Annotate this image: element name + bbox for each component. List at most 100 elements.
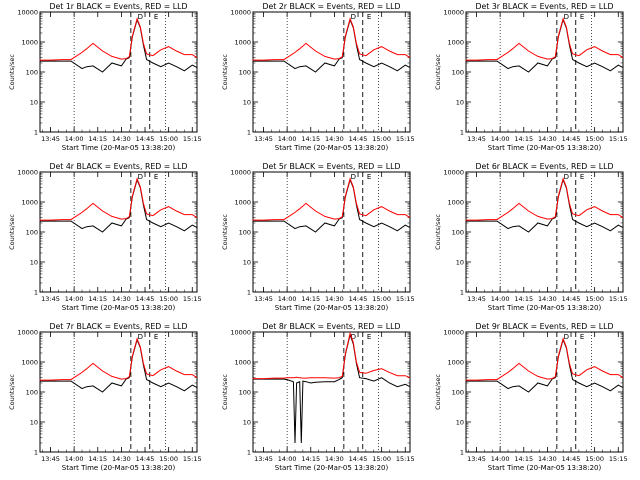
- x-tick-label: 14:15: [514, 295, 533, 303]
- y-tick-label: 100: [239, 389, 251, 397]
- events-series-line: [252, 178, 411, 233]
- y-tick-label: 10: [243, 419, 251, 427]
- y-tick-label: 10000: [443, 169, 464, 177]
- events-series-line: [39, 338, 198, 393]
- x-tick-label: 14:15: [88, 135, 107, 143]
- x-tick-label: 13:45: [41, 135, 60, 143]
- x-axis-label: Start Time (20-Mar-05 13:38:20): [62, 304, 176, 312]
- interval-marker-label: D: [138, 13, 143, 21]
- chart-title: Det 2r BLACK = Events, RED = LLD: [263, 2, 401, 11]
- y-tick-label: 1000: [234, 359, 251, 367]
- x-tick-label: 14:45: [136, 295, 155, 303]
- interval-marker-label: D: [138, 333, 143, 341]
- y-tick-label: 1000: [234, 199, 251, 207]
- y-tick-label: 1000: [234, 39, 251, 47]
- events-series-line: [39, 18, 198, 73]
- chart-title: Det 1r BLACK = Events, RED = LLD: [50, 2, 188, 11]
- events-series-line: [39, 178, 198, 233]
- x-tick-label: 14:30: [112, 135, 131, 143]
- y-tick-label: 1000: [447, 359, 464, 367]
- x-tick-label: 13:45: [467, 295, 486, 303]
- x-tick-label: 15:00: [372, 135, 391, 143]
- y-tick-label: 1000: [21, 39, 38, 47]
- interval-marker-label: E: [580, 333, 584, 341]
- x-tick-label: 15:00: [159, 455, 178, 463]
- x-tick-label: 14:45: [136, 135, 155, 143]
- chart-panel: Det 3r BLACK = Events, RED = LLD 1 10 100 10…: [434, 2, 628, 152]
- y-tick-label: 10000: [17, 329, 38, 337]
- chart-panel: Det 4r BLACK = Events, RED = LLD 1 10 100 10…: [8, 162, 202, 312]
- plot-frame: [39, 331, 198, 453]
- y-axis-label: Counts/sec: [434, 374, 442, 410]
- interval-marker-label: D: [351, 13, 356, 21]
- x-tick-label: 14:45: [349, 135, 368, 143]
- x-tick-label: 14:30: [538, 295, 557, 303]
- x-tick-label: 15:15: [609, 455, 628, 463]
- x-tick-label: 14:45: [562, 135, 581, 143]
- x-tick-label: 15:15: [396, 135, 415, 143]
- x-tick-label: 14:00: [278, 295, 297, 303]
- y-tick-label: 1: [460, 289, 464, 297]
- y-tick-label: 1000: [21, 199, 38, 207]
- y-tick-label: 1: [247, 449, 251, 457]
- y-tick-label: 10000: [17, 169, 38, 177]
- x-tick-label: 14:15: [514, 455, 533, 463]
- x-tick-label: 15:15: [396, 455, 415, 463]
- interval-marker-label: E: [367, 13, 371, 21]
- chart-panel: Det 9r BLACK = Events, RED = LLD 1 10 100 10…: [434, 322, 628, 472]
- y-tick-label: 1000: [21, 359, 38, 367]
- x-tick-label: 14:15: [88, 455, 107, 463]
- x-tick-label: 14:00: [65, 135, 84, 143]
- events-series-line: [252, 333, 411, 444]
- lld-series-line: [465, 337, 624, 381]
- lld-series-line: [39, 177, 198, 221]
- x-tick-label: 14:30: [325, 135, 344, 143]
- plot-frame: [39, 171, 198, 293]
- x-tick-label: 14:00: [65, 295, 84, 303]
- y-tick-label: 1: [34, 289, 38, 297]
- chart-panel: Det 6r BLACK = Events, RED = LLD 1 10 100 10…: [434, 162, 628, 312]
- y-tick-label: 10000: [443, 9, 464, 17]
- y-tick-label: 10: [456, 259, 464, 267]
- y-tick-label: 100: [26, 229, 38, 237]
- y-tick-label: 1000: [447, 39, 464, 47]
- x-tick-label: 14:30: [112, 295, 131, 303]
- lld-series-line: [252, 331, 411, 380]
- x-tick-label: 15:15: [396, 295, 415, 303]
- y-tick-label: 10: [30, 99, 38, 107]
- x-axis-label: Start Time (20-Mar-05 13:38:20): [62, 464, 176, 472]
- x-tick-label: 13:45: [254, 295, 273, 303]
- x-tick-label: 14:00: [278, 455, 297, 463]
- y-tick-label: 1000: [447, 199, 464, 207]
- x-axis-label: Start Time (20-Mar-05 13:38:20): [488, 464, 602, 472]
- interval-marker-label: D: [564, 13, 569, 21]
- x-tick-label: 14:45: [349, 295, 368, 303]
- x-tick-label: 14:00: [491, 455, 510, 463]
- x-tick-label: 15:15: [609, 135, 628, 143]
- interval-marker-label: E: [367, 333, 371, 341]
- lld-series-line: [252, 17, 411, 61]
- y-axis-label: Counts/sec: [434, 214, 442, 250]
- y-tick-label: 1: [460, 129, 464, 137]
- interval-marker-label: E: [580, 13, 584, 21]
- chart-title: Det 8r BLACK = Events, RED = LLD: [263, 322, 401, 331]
- chart-panel: Det 7r BLACK = Events, RED = LLD 1 10 100 10…: [8, 322, 202, 472]
- x-tick-label: 14:45: [349, 455, 368, 463]
- lld-series-line: [39, 17, 198, 61]
- x-tick-label: 15:00: [372, 295, 391, 303]
- x-axis-label: Start Time (20-Mar-05 13:38:20): [488, 144, 602, 152]
- x-tick-label: 15:15: [183, 455, 202, 463]
- y-tick-label: 100: [26, 389, 38, 397]
- x-tick-label: 13:45: [254, 135, 273, 143]
- lld-series-line: [39, 337, 198, 381]
- x-tick-label: 14:00: [65, 455, 84, 463]
- y-tick-label: 100: [452, 389, 464, 397]
- lld-series-line: [252, 177, 411, 221]
- x-tick-label: 14:30: [325, 455, 344, 463]
- y-tick-label: 10: [456, 99, 464, 107]
- y-tick-label: 1: [34, 129, 38, 137]
- chart-panel: Det 1r BLACK = Events, RED = LLD 1 10 100 10…: [8, 2, 202, 152]
- x-axis-label: Start Time (20-Mar-05 13:38:20): [488, 304, 602, 312]
- x-tick-label: 15:00: [159, 295, 178, 303]
- chart-title: Det 7r BLACK = Events, RED = LLD: [50, 322, 188, 331]
